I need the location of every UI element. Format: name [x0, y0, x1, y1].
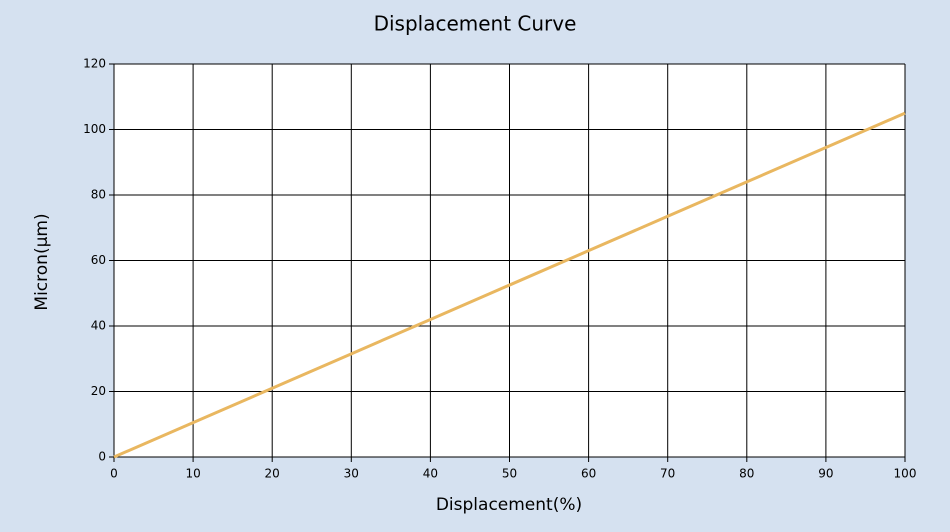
- x-tick-label: 70: [660, 467, 675, 481]
- x-tick-label: 60: [581, 467, 596, 481]
- x-tick-label: 0: [110, 467, 118, 481]
- x-tick-label: 90: [818, 467, 833, 481]
- series-line: [113, 111, 906, 459]
- x-axis-label: Displacement(%): [436, 495, 582, 515]
- x-tick-label: 40: [423, 467, 438, 481]
- x-tick-label: 10: [185, 467, 200, 481]
- y-tick-label: 20: [91, 384, 106, 398]
- y-tick-label: 40: [91, 319, 106, 333]
- y-tick-label: 100: [83, 122, 106, 136]
- chart-title: Displacement Curve: [374, 12, 577, 36]
- x-tick-label: 30: [344, 467, 359, 481]
- y-tick-label: 0: [98, 450, 106, 464]
- y-axis-label: Micron(μm): [32, 213, 52, 310]
- y-tick-label: 120: [83, 57, 106, 71]
- x-tick-label: 50: [502, 467, 517, 481]
- x-tick-label: 80: [739, 467, 754, 481]
- x-tick-label: 20: [265, 467, 280, 481]
- y-tick-label: 80: [91, 188, 106, 202]
- y-tick-label: 60: [91, 253, 106, 267]
- x-tick-label: 100: [894, 467, 917, 481]
